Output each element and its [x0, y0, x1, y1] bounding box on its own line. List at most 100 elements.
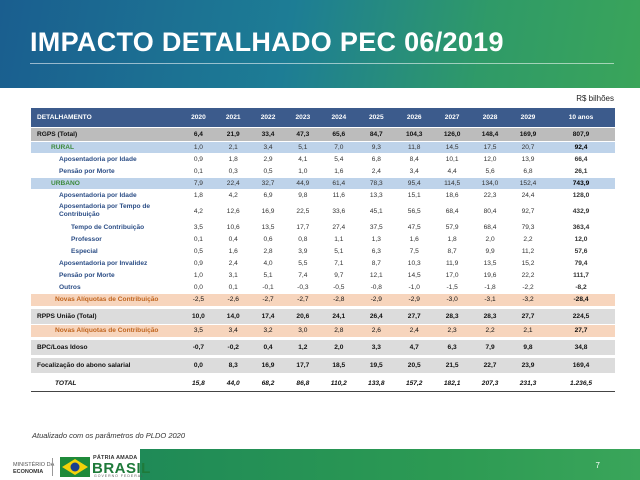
- value-cell: 4,7: [395, 340, 434, 356]
- value-cell: 2,8: [250, 245, 286, 258]
- ten-year-total-cell: 169,4: [547, 358, 615, 374]
- value-cell: -2,9: [357, 293, 396, 307]
- value-cell: 10,3: [395, 257, 434, 270]
- value-cell: -3,1: [471, 293, 510, 307]
- ten-year-total-cell: 66,4: [547, 153, 615, 166]
- table-row: Aposentadoria por Idade 1,8 4,2 6,9 9,8 11,6 1…: [31, 189, 615, 202]
- value-cell: -1,0: [395, 281, 434, 294]
- row-label: RGPS (Total): [31, 127, 181, 142]
- column-header: 2029: [509, 108, 547, 128]
- row-label: Aposentadoria por Idade: [31, 153, 181, 166]
- value-cell: 13,9: [509, 153, 547, 166]
- row-label: Especial: [31, 245, 181, 258]
- value-cell: 207,3: [471, 376, 510, 392]
- value-cell: 2,4: [357, 165, 396, 178]
- value-cell: 2,1: [215, 141, 251, 154]
- value-cell: 110,2: [320, 376, 358, 392]
- value-cell: 2,3: [433, 324, 472, 338]
- value-cell: 2,2: [509, 233, 547, 246]
- row-spacer: [31, 355, 615, 358]
- value-cell: 17,5: [471, 141, 510, 154]
- value-cell: 2,6: [357, 324, 396, 338]
- ten-year-total-cell: -28,4: [547, 293, 615, 307]
- value-cell: 27,7: [509, 309, 547, 325]
- column-header: 2025: [357, 108, 396, 128]
- ten-year-total-cell: 1.236,5: [547, 376, 615, 392]
- value-cell: -2,7: [250, 293, 286, 307]
- value-cell: 3,4: [395, 165, 434, 178]
- spacer-cell: [31, 373, 615, 376]
- value-cell: 21,5: [433, 358, 472, 374]
- column-header: 2026: [395, 108, 434, 128]
- slide-title: IMPACTO DETALHADO PEC 06/2019: [30, 27, 504, 57]
- value-cell: 11,6: [320, 189, 358, 202]
- value-cell: 9,7: [320, 269, 358, 282]
- spacer-cell: [31, 337, 615, 340]
- value-cell: -1,5: [433, 281, 472, 294]
- table-row: Novas Alíquotas de Contribuição -2,5 -2,6-…: [31, 293, 615, 307]
- value-cell: 4,2: [215, 189, 251, 202]
- value-cell: 0,0: [181, 358, 216, 374]
- value-cell: 22,2: [509, 269, 547, 282]
- value-cell: 44,9: [285, 177, 321, 190]
- table-row: BPC/Loas Idoso -0,7 -0,2 0,4 1,2 2,0 3,3 4,7 6,3…: [31, 340, 615, 356]
- ten-year-total-cell: 57,6: [547, 245, 615, 258]
- row-spacer: [31, 337, 615, 340]
- value-cell: 10,6: [215, 221, 251, 234]
- value-cell: 14,0: [215, 309, 251, 325]
- column-header: 2020: [181, 108, 216, 128]
- value-cell: 16,9: [250, 201, 286, 222]
- row-label: BPC/Loas Idoso: [31, 340, 181, 356]
- spacer-cell: [31, 306, 615, 309]
- value-cell: 15,1: [395, 189, 434, 202]
- ten-year-total-cell: 363,4: [547, 221, 615, 234]
- row-label: Tempo de Contribuição: [31, 221, 181, 234]
- value-cell: 0,1: [181, 233, 216, 246]
- value-cell: 47,5: [395, 221, 434, 234]
- row-spacer: [31, 373, 615, 376]
- footer-bar: [140, 449, 640, 480]
- column-header: 10 anos: [547, 108, 615, 128]
- value-cell: 2,2: [471, 324, 510, 338]
- ten-year-total-cell: 26,1: [547, 165, 615, 178]
- value-cell: 13,5: [250, 221, 286, 234]
- value-cell: 21,9: [215, 127, 251, 142]
- value-cell: 22,4: [215, 177, 251, 190]
- value-cell: 7,1: [320, 257, 358, 270]
- value-cell: 10,0: [181, 309, 216, 325]
- value-cell: 44,0: [215, 376, 251, 392]
- value-cell: 20,6: [285, 309, 321, 325]
- value-cell: 95,4: [395, 177, 434, 190]
- brasil-text: BRASIL: [92, 460, 151, 477]
- value-cell: 152,4: [509, 177, 547, 190]
- value-cell: 3,5: [181, 324, 216, 338]
- value-cell: 0,9: [181, 153, 216, 166]
- ten-year-total-cell: 432,9: [547, 201, 615, 222]
- value-cell: 4,2: [181, 201, 216, 222]
- value-cell: 6,4: [181, 127, 216, 142]
- value-cell: 56,5: [395, 201, 434, 222]
- value-cell: 4,0: [250, 257, 286, 270]
- value-cell: -3,0: [433, 293, 472, 307]
- value-cell: 47,3: [285, 127, 321, 142]
- value-cell: -0,5: [320, 281, 358, 294]
- value-cell: 3,3: [357, 340, 396, 356]
- column-header: 2023: [285, 108, 321, 128]
- value-cell: 5,1: [285, 141, 321, 154]
- ten-year-total-cell: 224,5: [547, 309, 615, 325]
- value-cell: -0,1: [250, 281, 286, 294]
- value-cell: 2,4: [215, 257, 251, 270]
- value-cell: 2,9: [250, 153, 286, 166]
- value-cell: 3,4: [250, 141, 286, 154]
- value-cell: 20,5: [395, 358, 434, 374]
- value-cell: 2,4: [395, 324, 434, 338]
- value-cell: 19,5: [357, 358, 396, 374]
- value-cell: 15,2: [509, 257, 547, 270]
- value-cell: 17,0: [433, 269, 472, 282]
- value-cell: 1,2: [285, 340, 321, 356]
- value-cell: 79,3: [509, 221, 547, 234]
- value-cell: 33,6: [320, 201, 358, 222]
- value-cell: 1,0: [181, 269, 216, 282]
- column-header: 2021: [215, 108, 251, 128]
- value-cell: -2,5: [181, 293, 216, 307]
